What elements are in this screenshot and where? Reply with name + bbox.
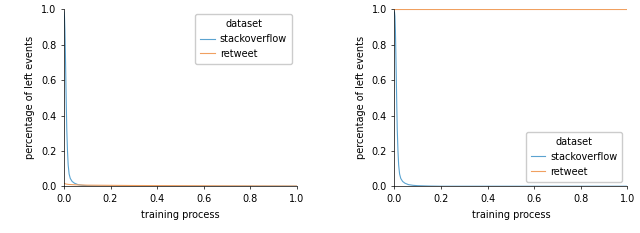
stackoverflow [554,185,561,188]
stackoverflow [395,164,403,167]
X-axis label: training process: training process [141,210,220,219]
retweet [414,8,422,11]
Legend: stackoverflow, retweet: stackoverflow, retweet [195,14,292,64]
retweet [63,183,70,185]
stackoverflow [426,185,433,187]
retweet [83,184,91,187]
Line: retweet: retweet [64,183,297,186]
stackoverflow [65,164,72,167]
stackoverflow [391,15,399,18]
Legend: stackoverflow, retweet: stackoverflow, retweet [526,132,622,182]
stackoverflow [393,105,401,108]
stackoverflow [79,184,86,187]
stackoverflow [460,185,468,188]
stackoverflow [399,180,406,183]
stackoverflow [404,183,412,186]
stackoverflow [63,105,70,108]
stackoverflow [61,15,68,18]
stackoverflow [60,10,68,13]
retweet [392,8,399,11]
stackoverflow [107,185,115,188]
stackoverflow [63,128,70,131]
retweet [390,8,398,11]
X-axis label: training process: training process [472,210,550,219]
Line: stackoverflow: stackoverflow [394,12,627,186]
Line: stackoverflow: stackoverflow [64,12,297,186]
stackoverflow [394,150,402,152]
stackoverflow [414,184,422,187]
stackoverflow [62,79,70,82]
retweet [60,182,68,185]
stackoverflow [397,177,404,180]
retweet [393,8,401,11]
retweet [223,185,231,187]
retweet [391,8,399,11]
Y-axis label: percentage of left events: percentage of left events [356,36,366,159]
stackoverflow [83,184,91,187]
retweet [460,8,468,11]
retweet [177,184,184,187]
stackoverflow [61,29,68,32]
stackoverflow [392,52,400,55]
stackoverflow [65,173,73,175]
stackoverflow [623,185,631,188]
stackoverflow [223,185,231,188]
stackoverflow [130,185,138,188]
Y-axis label: percentage of left events: percentage of left events [26,36,35,159]
retweet [61,182,69,185]
stackoverflow [390,10,398,13]
retweet [554,8,561,11]
stackoverflow [74,183,82,186]
retweet [623,8,631,11]
stackoverflow [293,185,301,188]
stackoverflow [437,185,445,188]
retweet [65,183,72,186]
stackoverflow [392,29,399,32]
stackoverflow [70,182,78,185]
stackoverflow [177,185,184,188]
stackoverflow [507,185,515,188]
retweet [293,185,301,187]
retweet [507,8,515,11]
stackoverflow [394,128,401,131]
stackoverflow [67,177,74,180]
stackoverflow [63,150,71,152]
stackoverflow [95,185,103,187]
stackoverflow [68,180,76,183]
stackoverflow [401,182,409,185]
stackoverflow [396,173,403,175]
stackoverflow [409,184,417,187]
stackoverflow [392,79,400,82]
retweet [72,183,79,186]
stackoverflow [61,52,69,55]
retweet [130,184,138,187]
